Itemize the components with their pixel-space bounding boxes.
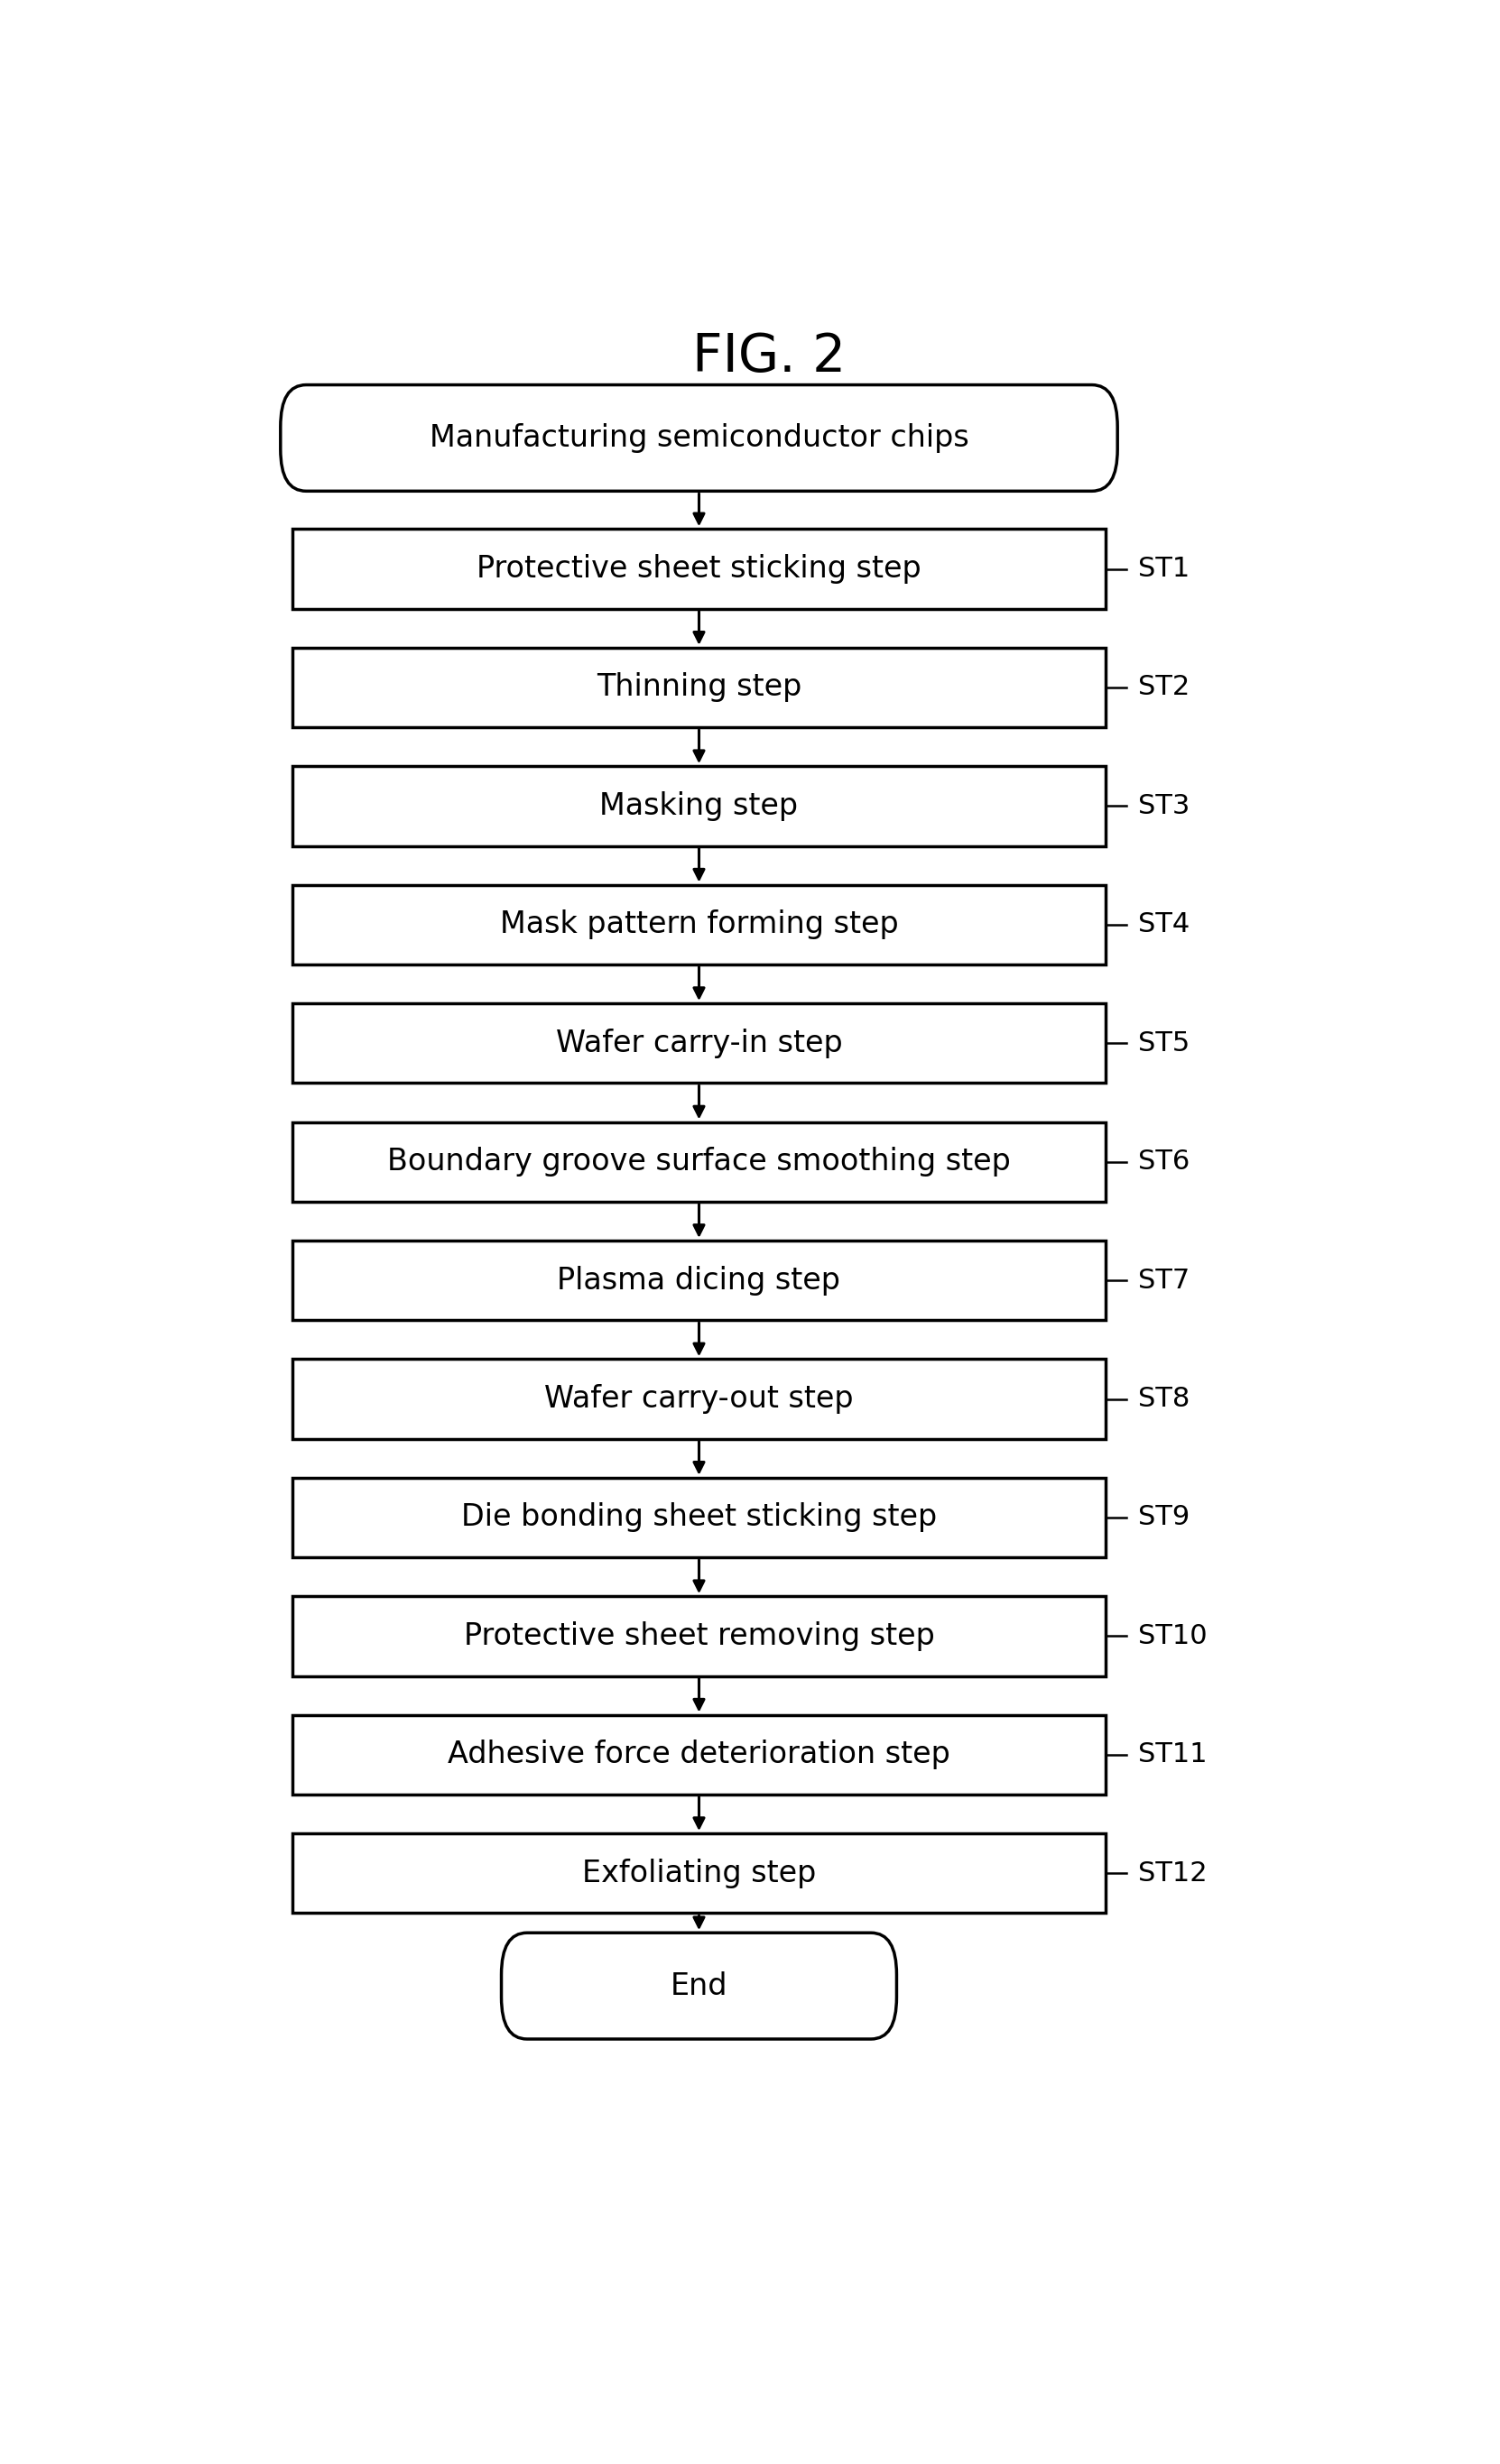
Text: Manufacturing semiconductor chips: Manufacturing semiconductor chips [429, 424, 969, 453]
Text: ST6: ST6 [1138, 1148, 1190, 1175]
Bar [292, 1003, 1106, 1084]
Text: ST11: ST11 [1138, 1742, 1208, 1767]
Bar [292, 1360, 1106, 1439]
FancyBboxPatch shape [501, 1932, 897, 2040]
Text: ST3: ST3 [1138, 793, 1190, 818]
Text: Die bonding sheet sticking step: Die bonding sheet sticking step [460, 1503, 938, 1533]
Text: ST2: ST2 [1138, 675, 1190, 700]
Bar [292, 648, 1106, 727]
Text: ST7: ST7 [1138, 1266, 1190, 1294]
Text: Plasma dicing step: Plasma dicing step [558, 1266, 840, 1296]
Bar [292, 766, 1106, 845]
Text: ST12: ST12 [1138, 1860, 1208, 1887]
Bar [292, 885, 1106, 963]
Text: ST5: ST5 [1138, 1030, 1190, 1057]
Text: ST8: ST8 [1138, 1385, 1190, 1412]
Text: FIG. 2: FIG. 2 [692, 330, 846, 382]
Text: Exfoliating step: Exfoliating step [582, 1858, 816, 1887]
Bar [292, 1121, 1106, 1202]
Bar [292, 1833, 1106, 1912]
Bar [292, 1239, 1106, 1321]
Text: Wafer carry-in step: Wafer carry-in step [555, 1027, 843, 1057]
Text: Mask pattern forming step: Mask pattern forming step [500, 909, 898, 939]
Text: Protective sheet sticking step: Protective sheet sticking step [477, 554, 921, 584]
Text: Adhesive force deterioration step: Adhesive force deterioration step [447, 1740, 951, 1769]
Text: Masking step: Masking step [600, 791, 798, 821]
Text: ST4: ST4 [1138, 912, 1190, 939]
Text: Thinning step: Thinning step [597, 673, 801, 702]
Text: End: End [670, 1971, 727, 2001]
Bar [292, 1597, 1106, 1676]
Bar [292, 530, 1106, 609]
Text: Boundary groove surface smoothing step: Boundary groove surface smoothing step [387, 1146, 1011, 1178]
Bar [292, 1715, 1106, 1794]
Bar [292, 1478, 1106, 1557]
FancyBboxPatch shape [280, 384, 1118, 490]
Text: ST9: ST9 [1138, 1506, 1190, 1530]
Text: ST10: ST10 [1138, 1624, 1208, 1648]
Text: Protective sheet removing step: Protective sheet removing step [463, 1621, 934, 1651]
Text: ST1: ST1 [1138, 557, 1190, 582]
Text: Wafer carry-out step: Wafer carry-out step [544, 1385, 853, 1414]
